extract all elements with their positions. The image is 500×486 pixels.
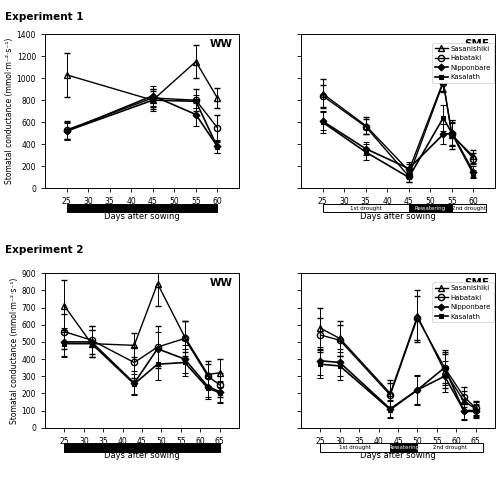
FancyBboxPatch shape	[390, 443, 417, 451]
X-axis label: Days after sowing: Days after sowing	[360, 451, 436, 460]
Text: 1st drought: 1st drought	[350, 206, 382, 210]
X-axis label: Days after sowing: Days after sowing	[104, 212, 180, 221]
Text: 2nd drought: 2nd drought	[452, 206, 486, 210]
Y-axis label: Stomatal conductance (mmol·m⁻²·s⁻¹): Stomatal conductance (mmol·m⁻²·s⁻¹)	[5, 38, 14, 184]
FancyBboxPatch shape	[64, 443, 220, 451]
Text: SMF: SMF	[464, 278, 489, 288]
Text: Rewatering: Rewatering	[388, 445, 420, 450]
Text: WW: WW	[210, 39, 233, 49]
Y-axis label: Stomatal conductance (mmol·m⁻²·s⁻¹): Stomatal conductance (mmol·m⁻²·s⁻¹)	[10, 278, 18, 424]
FancyBboxPatch shape	[66, 204, 218, 212]
X-axis label: Days after sowing: Days after sowing	[360, 212, 436, 221]
Text: 2nd drought: 2nd drought	[434, 445, 468, 450]
Text: SMF: SMF	[464, 39, 489, 49]
X-axis label: Days after sowing: Days after sowing	[104, 451, 180, 460]
Legend: Sasanishiki, Habataki, Nipponbare, Kasalath: Sasanishiki, Habataki, Nipponbare, Kasal…	[432, 282, 494, 322]
Text: WW: WW	[210, 278, 233, 288]
Text: Experiment 1: Experiment 1	[5, 12, 84, 22]
Text: 1st drought: 1st drought	[340, 445, 372, 450]
Text: Experiment 2: Experiment 2	[5, 245, 84, 255]
FancyBboxPatch shape	[320, 443, 484, 451]
Text: Rewatering: Rewatering	[415, 206, 446, 210]
Legend: Sasanishiki, Habataki, Nipponbare, Kasalath: Sasanishiki, Habataki, Nipponbare, Kasal…	[432, 43, 494, 83]
FancyBboxPatch shape	[322, 204, 486, 212]
FancyBboxPatch shape	[409, 204, 452, 212]
